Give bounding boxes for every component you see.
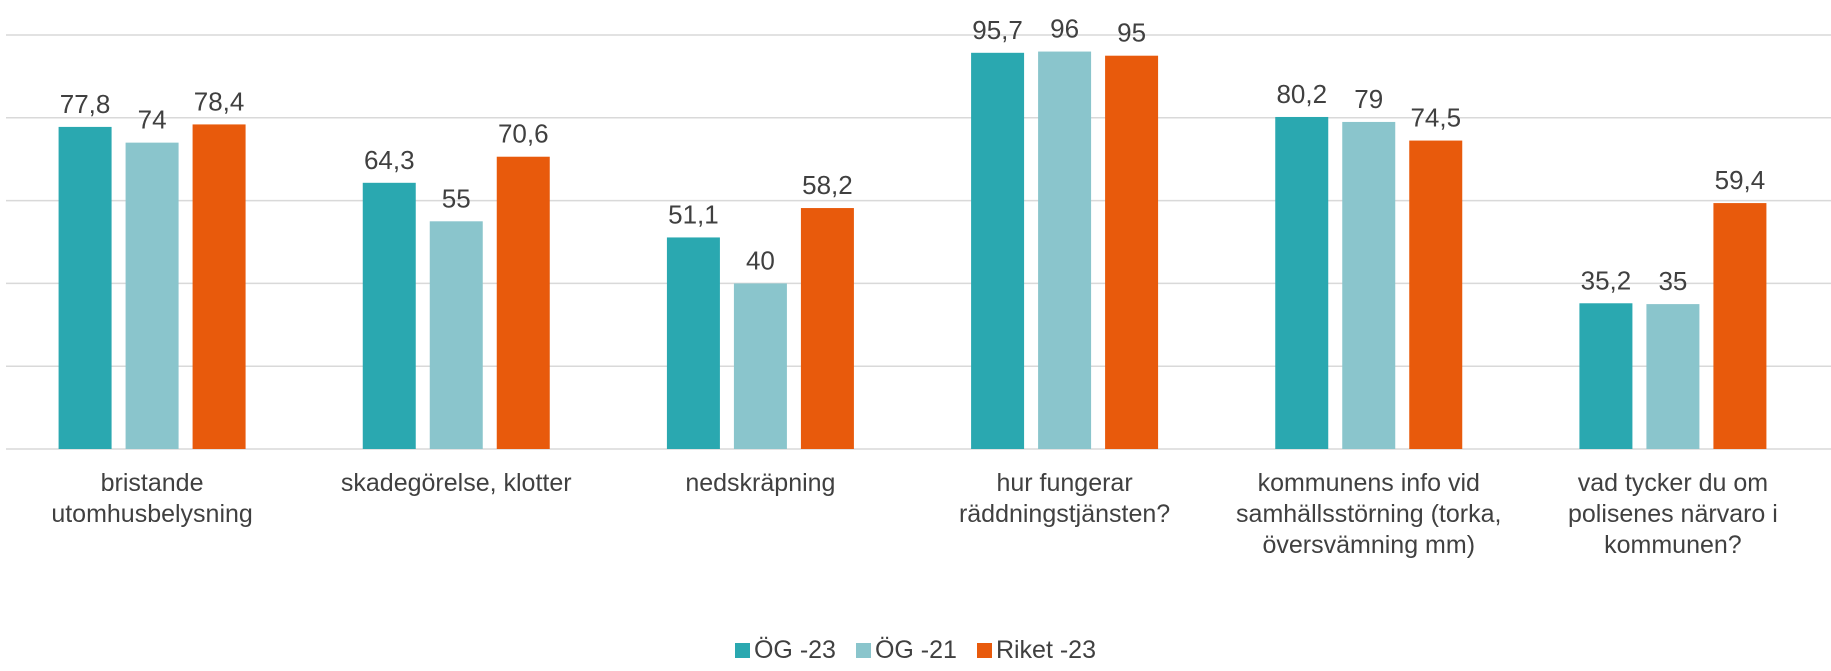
bar <box>1105 55 1159 449</box>
bar <box>1646 304 1700 449</box>
x-tick-label: vad tycker du om polisenes närvaro i kom… <box>1567 469 1778 559</box>
x-tick-label: bristande utomhusbelysning <box>51 469 253 528</box>
bar <box>125 142 179 449</box>
data-label: 58,2 <box>802 170 853 200</box>
bar <box>362 182 416 449</box>
data-label: 59,4 <box>1715 165 1766 195</box>
data-label: 74,5 <box>1410 103 1461 133</box>
bar <box>429 221 483 449</box>
bar <box>733 283 787 449</box>
bar <box>58 126 112 450</box>
legend-item: ÖG -21 <box>855 636 957 664</box>
legend: ÖG -23 ÖG -21 Riket -23 <box>0 636 1831 665</box>
bar <box>1713 203 1767 449</box>
legend-label: ÖG -21 <box>874 636 957 664</box>
x-tick-label: skadegörelse, klotter <box>340 469 572 497</box>
data-label: 95 <box>1117 18 1146 48</box>
data-label: 78,4 <box>194 86 245 116</box>
legend-label: ÖG -23 <box>753 636 836 664</box>
data-label: 35 <box>1658 266 1687 296</box>
bar <box>1409 140 1463 449</box>
legend-swatch <box>734 643 750 658</box>
x-tick-label: nedskräpning <box>685 469 836 497</box>
data-label: 51,1 <box>668 199 719 229</box>
bar <box>971 52 1025 449</box>
data-label: 95,7 <box>972 15 1023 45</box>
legend-swatch <box>976 643 992 658</box>
data-label: 55 <box>442 183 471 213</box>
data-label: 79 <box>1354 84 1383 114</box>
x-tick-label: kommunens info vid samhällsstörning (tor… <box>1236 469 1502 559</box>
bar <box>192 124 246 449</box>
bar <box>1275 116 1329 450</box>
legend-item: Riket -23 <box>976 636 1096 664</box>
data-label: 80,2 <box>1276 79 1327 109</box>
data-label: 35,2 <box>1581 265 1632 295</box>
data-label: 96 <box>1050 14 1079 44</box>
data-label: 70,6 <box>498 119 549 149</box>
legend-label: Riket -23 <box>995 636 1096 664</box>
data-label: 40 <box>746 245 775 275</box>
bar <box>496 156 550 449</box>
bar <box>1038 51 1092 450</box>
data-label: 74 <box>138 105 167 135</box>
legend-swatch <box>855 643 871 658</box>
bar <box>1342 121 1396 449</box>
bar <box>800 208 854 449</box>
data-label: 77,8 <box>60 89 111 119</box>
data-label: 64,3 <box>364 145 415 175</box>
bar <box>1579 303 1633 449</box>
x-tick-label: hur fungerar räddningstjänsten? <box>958 469 1171 528</box>
legend-item: ÖG -23 <box>734 636 836 664</box>
bar <box>666 237 720 449</box>
